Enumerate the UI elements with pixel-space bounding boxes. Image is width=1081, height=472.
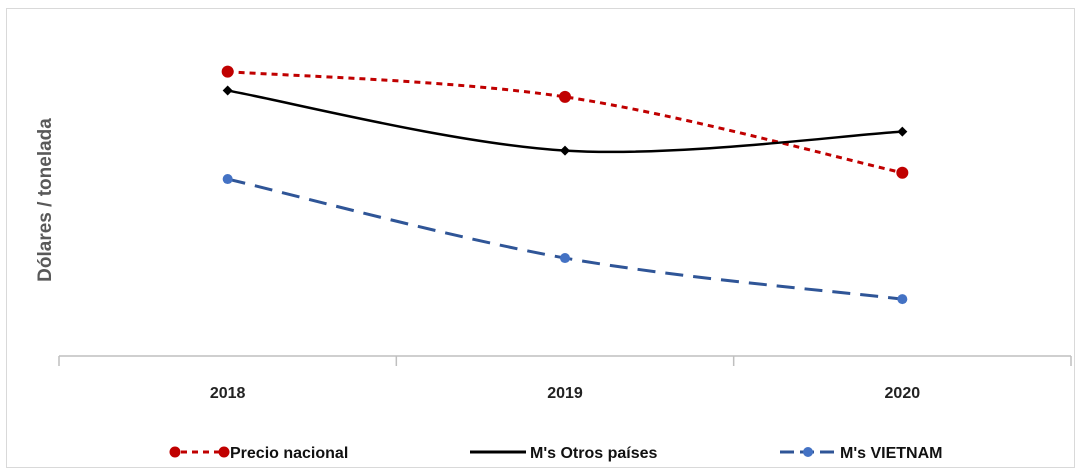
legend-marker <box>803 447 813 457</box>
x-tick-label: 2019 <box>547 385 583 402</box>
series-line <box>227 70 903 175</box>
data-point <box>559 90 571 103</box>
data-point <box>222 174 233 185</box>
series-layer <box>221 65 909 305</box>
series-0 <box>221 65 909 179</box>
data-point <box>897 294 908 305</box>
x-tick-label: 2020 <box>885 385 921 402</box>
legend-marker <box>218 446 230 458</box>
x-tick-labels: 2018 2019 2020 <box>210 385 920 402</box>
data-point <box>560 253 570 264</box>
legend-label: M's VIETNAM <box>840 445 942 462</box>
x-tick-label: 2018 <box>210 385 246 402</box>
data-point <box>222 85 233 96</box>
x-axis <box>58 355 1072 366</box>
series-2 <box>222 174 908 305</box>
data-point <box>896 166 909 179</box>
data-point <box>560 145 570 156</box>
y-axis-label: Dólares / tonelada <box>35 118 56 282</box>
legend-label: M's Otros países <box>530 445 658 462</box>
series-line <box>227 177 903 301</box>
legend-marker <box>169 446 181 458</box>
chart-frame <box>6 8 1075 468</box>
legend-item: M's VIETNAM <box>780 445 942 462</box>
series-1 <box>222 85 908 156</box>
data-point <box>897 126 908 137</box>
data-point <box>221 65 234 78</box>
legend: Precio nacional M's Otros países M's VIETN… <box>169 445 942 462</box>
legend-item: Precio nacional <box>169 445 348 462</box>
legend-item: M's Otros países <box>470 445 658 462</box>
legend-label: Precio nacional <box>230 445 348 462</box>
